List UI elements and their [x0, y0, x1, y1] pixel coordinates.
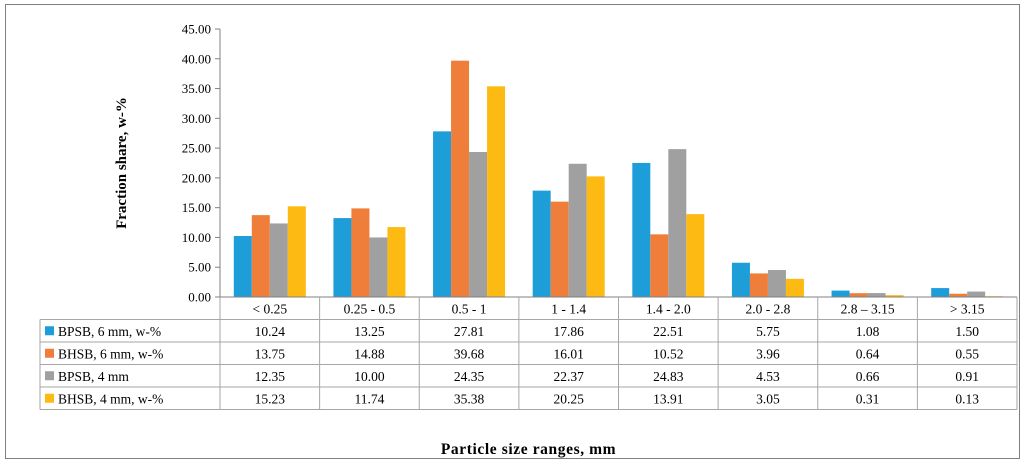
bar	[433, 131, 452, 297]
bar	[387, 227, 406, 297]
y-axis-title: Fraction share, w-%	[114, 97, 130, 229]
y-tick-label: 30.00	[182, 111, 211, 126]
bar	[749, 273, 768, 297]
data-value-label: 22.37	[554, 369, 585, 384]
category-label: > 3.15	[950, 301, 985, 316]
y-tick-label: 5.00	[188, 260, 211, 275]
legend-series-name: BPSB, 4 mm	[58, 369, 129, 384]
y-tick-label: 10.00	[182, 230, 211, 245]
category-label: 0.5 - 1	[452, 301, 487, 316]
y-tick-label: 45.00	[182, 22, 211, 37]
bar	[251, 215, 270, 297]
bar	[451, 60, 470, 297]
data-value-label: 22.51	[653, 324, 683, 339]
data-value-label: 17.86	[554, 324, 585, 339]
data-value-label: 5.75	[756, 324, 780, 339]
bar	[550, 201, 569, 297]
data-value-label: 15.23	[255, 391, 286, 406]
category-label: < 0.25	[253, 301, 288, 316]
bar	[586, 176, 605, 297]
data-value-label: 12.35	[255, 369, 286, 384]
bar	[686, 214, 705, 297]
bar	[785, 278, 804, 297]
bar	[885, 295, 904, 297]
bar	[233, 236, 252, 297]
chart-frame: Fraction share, w-% Particle size ranges…	[5, 4, 1020, 459]
bar	[287, 206, 306, 297]
bar	[767, 270, 786, 297]
data-value-label: 4.53	[756, 369, 780, 384]
data-value-label: 13.91	[653, 391, 683, 406]
data-value-label: 39.68	[454, 346, 485, 361]
bar	[949, 293, 968, 297]
bar	[668, 149, 687, 297]
legend-series-name: BHSB, 4 mm, w-%	[58, 391, 163, 406]
data-value-label: 1.50	[955, 324, 979, 339]
y-tick-label: 0.00	[188, 290, 211, 305]
data-value-label: 10.52	[653, 346, 683, 361]
data-value-label: 0.66	[856, 369, 880, 384]
data-value-label: 3.05	[756, 391, 780, 406]
x-axis-title: Particle size ranges, mm	[441, 441, 616, 458]
data-value-label: 35.38	[454, 391, 485, 406]
category-label: 2.8 – 3.15	[841, 301, 895, 316]
y-tick-label: 15.00	[182, 200, 211, 215]
data-value-label: 13.75	[255, 346, 286, 361]
bar	[831, 290, 850, 297]
bar	[333, 218, 352, 297]
data-value-label: 24.83	[653, 369, 684, 384]
legend-swatch	[45, 326, 54, 336]
data-value-label: 13.25	[354, 324, 385, 339]
bar	[469, 151, 488, 297]
bar	[351, 208, 370, 297]
bar	[931, 288, 950, 297]
data-value-label: 27.81	[454, 324, 484, 339]
category-label: 2.0 - 2.8	[745, 301, 790, 316]
legend-series-name: BPSB, 6 mm, w-%	[58, 324, 161, 339]
bar	[867, 293, 886, 297]
y-tick-label: 25.00	[182, 141, 211, 156]
bar	[650, 234, 669, 297]
legend-series-name: BHSB, 6 mm, w-%	[58, 346, 163, 361]
category-label: 1.4 - 2.0	[646, 301, 691, 316]
bar	[849, 293, 868, 297]
category-label: 0.25 - 0.5	[344, 301, 396, 316]
data-value-label: 3.96	[756, 346, 780, 361]
data-value-label: 10.24	[255, 324, 286, 339]
category-label: 1 - 1.4	[551, 301, 586, 316]
data-value-label: 11.74	[355, 391, 385, 406]
data-value-label: 0.13	[955, 391, 979, 406]
y-tick-label: 40.00	[182, 51, 211, 66]
data-value-label: 0.31	[856, 391, 880, 406]
data-value-label: 10.00	[354, 369, 385, 384]
data-value-label: 16.01	[554, 346, 584, 361]
bar	[269, 223, 288, 297]
data-value-label: 1.08	[856, 324, 880, 339]
legend-swatch	[45, 371, 54, 381]
y-tick-label: 20.00	[182, 170, 211, 185]
bar	[731, 262, 750, 297]
data-value-label: 14.88	[354, 346, 385, 361]
bar	[632, 162, 651, 297]
legend-swatch	[45, 393, 54, 403]
data-value-label: 20.25	[554, 391, 585, 406]
bar	[532, 190, 551, 297]
data-value-label: 0.55	[955, 346, 979, 361]
y-tick-label: 35.00	[182, 81, 211, 96]
bar	[967, 291, 986, 297]
bar	[487, 86, 506, 297]
bar	[568, 163, 587, 297]
data-value-label: 0.64	[856, 346, 880, 361]
bar	[369, 237, 388, 297]
legend-swatch	[45, 348, 54, 358]
data-value-label: 0.91	[955, 369, 979, 384]
data-value-label: 24.35	[454, 369, 485, 384]
